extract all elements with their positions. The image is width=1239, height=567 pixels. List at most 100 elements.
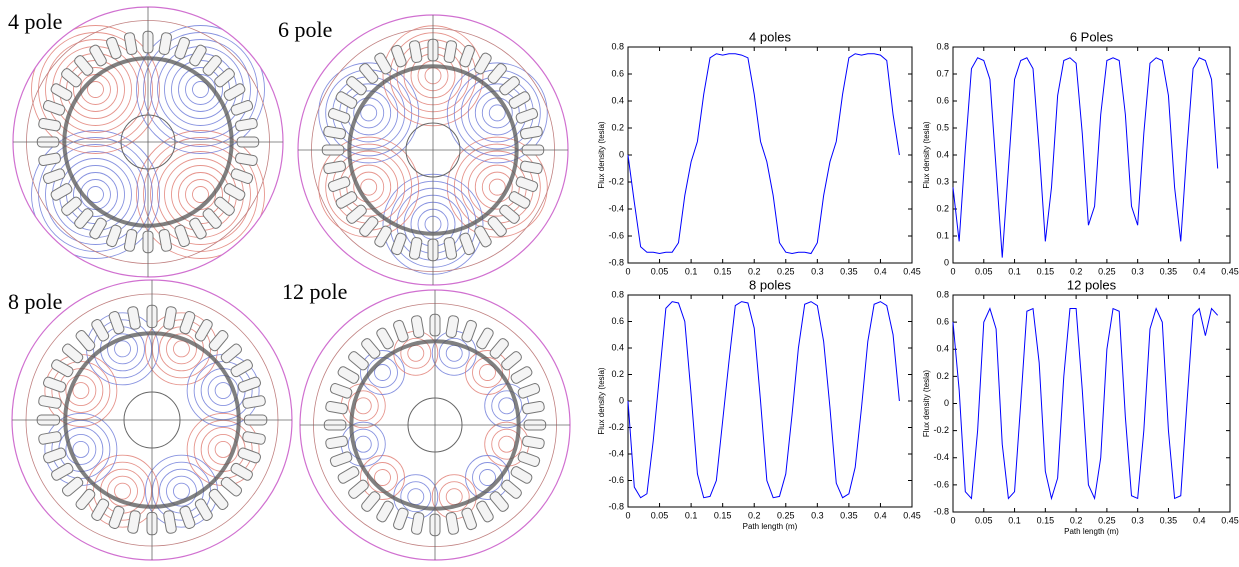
slot	[337, 366, 360, 384]
contour	[467, 157, 527, 217]
slot	[520, 160, 543, 175]
slot	[517, 451, 541, 467]
slot	[230, 462, 253, 481]
slot	[61, 343, 84, 364]
slot	[74, 55, 94, 76]
slot	[325, 435, 348, 450]
slot	[174, 36, 190, 60]
slot	[230, 168, 254, 184]
slot	[408, 237, 423, 260]
slot	[376, 327, 394, 350]
contour	[87, 81, 104, 98]
contour	[87, 186, 104, 203]
slot	[391, 44, 407, 68]
x-tick-label: 0.3	[811, 510, 824, 520]
slot	[445, 512, 460, 535]
x-tick-label: 0.25	[777, 266, 795, 276]
y-tick-label: 0.6	[611, 316, 624, 326]
y-tick-label: 0.3	[936, 176, 949, 186]
y-tick-label: 0	[619, 395, 624, 405]
slot	[476, 327, 494, 350]
x-tick-label: 0.15	[714, 510, 732, 520]
slot	[515, 108, 539, 124]
slot	[235, 117, 258, 132]
slot	[242, 395, 266, 409]
contour	[73, 67, 118, 112]
slot	[38, 152, 61, 167]
x-tick-label: 0.25	[777, 510, 795, 520]
contour	[31, 130, 160, 259]
contour	[66, 165, 125, 224]
y-tick-label: 0.8	[611, 289, 624, 299]
slot	[51, 462, 74, 481]
x-tick-label: 0.3	[1131, 515, 1144, 525]
slot	[461, 507, 477, 531]
slot	[325, 400, 348, 415]
x-tick-label: 0.35	[840, 510, 858, 520]
slot	[391, 232, 407, 256]
contour	[445, 344, 463, 362]
y-tick-label: 0.2	[611, 122, 624, 132]
slot	[108, 311, 125, 335]
slot	[487, 63, 507, 84]
slot	[501, 479, 522, 499]
slot	[123, 32, 138, 55]
slot	[459, 44, 475, 68]
x-tick-label: 0.35	[840, 266, 858, 276]
plot-area	[627, 46, 913, 264]
slot	[459, 232, 475, 256]
slot	[499, 204, 520, 224]
contour	[166, 333, 197, 365]
slot	[374, 225, 392, 248]
contour	[66, 60, 125, 119]
slot	[220, 476, 243, 497]
x-axis-label: Path length (m)	[743, 522, 798, 531]
contour	[173, 340, 190, 358]
motor-picture	[12, 6, 284, 278]
contour	[45, 144, 146, 245]
chart: -0.8 -0.6 -0.4 -0.2 0 0.2 0.4 0.6 0.8 0 0.05 0.1 0.1…	[922, 277, 1239, 536]
slot	[214, 68, 235, 88]
contour	[45, 39, 146, 140]
slot	[237, 376, 261, 393]
slot	[38, 431, 62, 445]
slot	[327, 176, 351, 192]
contour	[72, 382, 90, 399]
x-tick-label: 0.15	[1037, 266, 1055, 276]
x-tick-label: 0.4	[874, 266, 887, 276]
contour	[498, 435, 516, 453]
y-axis-label: Flux density (tesla)	[922, 121, 931, 188]
contour	[446, 136, 548, 238]
y-tick-label: 0	[944, 257, 949, 267]
chart-title: 4 poles	[749, 29, 791, 44]
slot	[61, 68, 82, 88]
slot	[508, 191, 531, 209]
slot	[208, 329, 229, 352]
data-line	[627, 301, 900, 499]
plot-area	[952, 294, 1231, 513]
slot	[230, 100, 254, 116]
contour	[173, 482, 190, 500]
x-tick-label: 0	[625, 510, 630, 520]
y-tick-label: 0.4	[936, 149, 949, 159]
slot	[359, 63, 379, 84]
slot	[202, 208, 222, 229]
contour	[114, 482, 131, 500]
contour	[479, 469, 496, 486]
plot-area	[952, 46, 1231, 264]
slot	[335, 91, 358, 109]
y-tick-label: -0.2	[608, 176, 624, 186]
y-tick-label: -0.8	[608, 501, 624, 511]
contour	[171, 60, 230, 119]
slot	[359, 216, 379, 237]
slot	[91, 319, 110, 342]
contour	[214, 441, 232, 458]
slot	[522, 400, 545, 415]
x-tick-label: 0.2	[1070, 515, 1083, 525]
x-tick-label: 0	[950, 515, 955, 525]
contour	[374, 364, 391, 381]
chart: -0.8 -0.6 -0.4 -0.2 0 0.2 0.4 0.6 0.8 0 0.05 0.1 0.1…	[597, 29, 921, 276]
x-tick-label: 0.35	[1160, 515, 1178, 525]
slot	[127, 510, 141, 534]
